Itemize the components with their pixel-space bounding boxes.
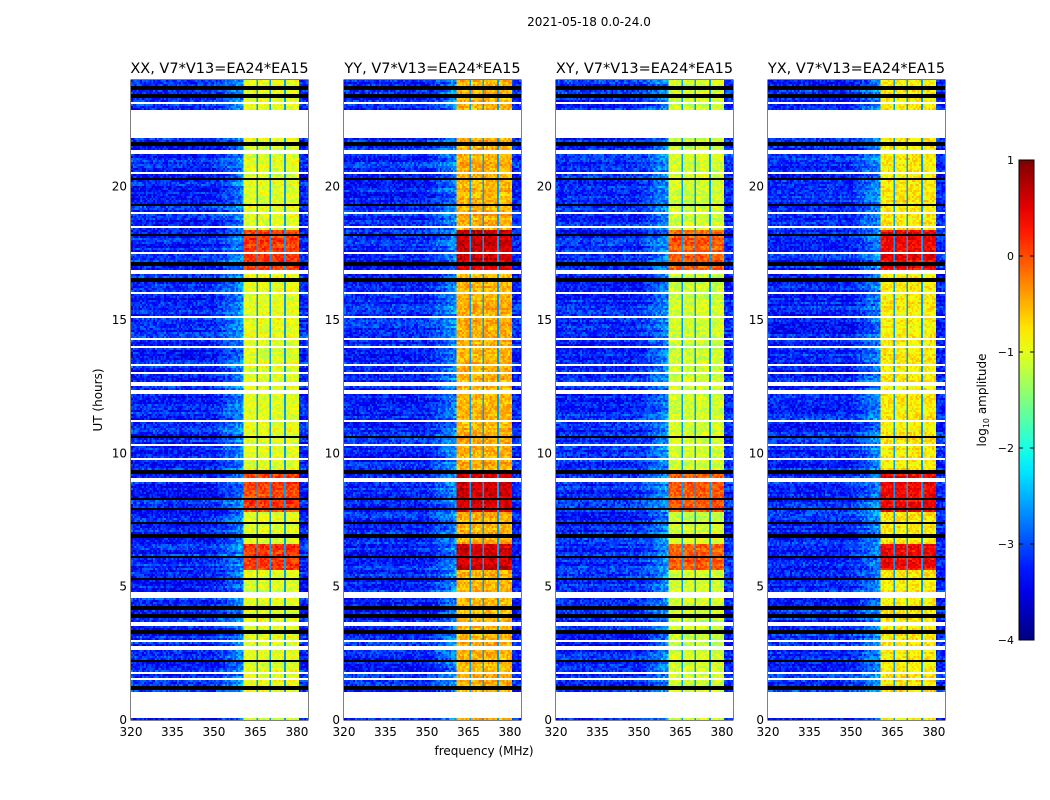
panel-title: YY, V7*V13=EA24*EA15	[343, 61, 520, 77]
y-tick-label: 0	[756, 713, 764, 727]
colorbar-tick-label: −3	[998, 538, 1014, 551]
y-tick-label: 15	[325, 313, 340, 327]
figure-title: 2021-05-18 0.0-24.0	[527, 15, 651, 29]
x-tick-label: 335	[586, 725, 609, 739]
y-tick-label: 10	[537, 446, 552, 460]
colorbar-tick-label: −2	[998, 442, 1014, 455]
y-tick-label: 10	[112, 446, 127, 460]
x-tick-label: 365	[457, 725, 480, 739]
y-tick-label: 20	[537, 180, 552, 194]
y-tick-label: 5	[332, 580, 340, 594]
colorbar-tick-label: −1	[998, 346, 1014, 359]
x-tick-label: 320	[120, 725, 143, 739]
y-tick-label: 15	[749, 313, 764, 327]
panel-1: XX, V7*V13=EA24*EA15 320 335 350 365 380 0 5 10 1…	[112, 61, 309, 739]
y-tick-label: 5	[119, 580, 127, 594]
x-tick-label: 350	[840, 725, 863, 739]
panel-title: XX, V7*V13=EA24*EA15	[130, 61, 308, 77]
x-tick-label: 320	[333, 725, 356, 739]
x-tick-label: 320	[757, 725, 780, 739]
y-tick-label: 20	[749, 180, 764, 194]
colorbar-gradient	[1018, 159, 1035, 641]
x-tick-label: 335	[161, 725, 184, 739]
y-tick-label: 0	[119, 713, 127, 727]
x-tick-label: 380	[710, 725, 733, 739]
y-tick-label: 20	[325, 180, 340, 194]
x-tick-label: 320	[545, 725, 568, 739]
x-tick-label: 335	[374, 725, 397, 739]
colorbar: 1 0 −1 −2 −3 −4	[998, 154, 1035, 647]
colorbar-tick-label: 1	[1007, 154, 1014, 167]
y-tick-label: 10	[325, 446, 340, 460]
x-tick-label: 365	[881, 725, 904, 739]
heatmap-xx	[131, 80, 308, 720]
x-tick-label: 350	[416, 725, 439, 739]
x-tick-label: 380	[498, 725, 521, 739]
y-tick-label: 10	[749, 446, 764, 460]
y-axis-label: UT (hours)	[91, 368, 105, 431]
y-tick-label: 20	[112, 180, 127, 194]
heatmap-xy	[556, 80, 733, 720]
x-axis-label: frequency (MHz)	[434, 744, 533, 758]
x-tick-label: 335	[798, 725, 821, 739]
y-tick-label: 15	[537, 313, 552, 327]
y-tick-label: 15	[112, 313, 127, 327]
x-tick-label: 365	[244, 725, 267, 739]
heatmap-yx	[768, 80, 945, 720]
colorbar-label: log10 amplitude	[975, 354, 991, 447]
y-tick-label: 5	[756, 580, 764, 594]
x-tick-label: 350	[203, 725, 226, 739]
colorbar-tick-label: −4	[998, 634, 1014, 647]
panel-title: YX, V7*V13=EA24*EA15	[767, 61, 945, 77]
x-tick-label: 380	[922, 725, 945, 739]
y-tick-label: 0	[544, 713, 552, 727]
y-tick-label: 0	[332, 713, 340, 727]
x-tick-label: 365	[669, 725, 692, 739]
panel-title: XY, V7*V13=EA24*EA15	[556, 61, 733, 77]
y-tick-label: 5	[544, 580, 552, 594]
colorbar-tick-label: 0	[1007, 250, 1014, 263]
heatmap-yy	[344, 80, 521, 720]
x-tick-label: 380	[285, 725, 308, 739]
x-tick-label: 350	[628, 725, 651, 739]
